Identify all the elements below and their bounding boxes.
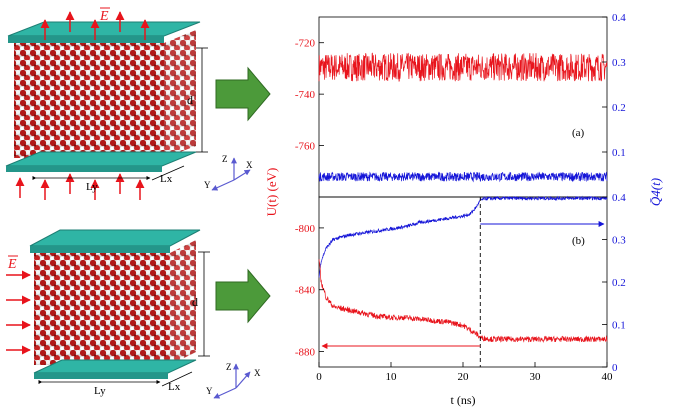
panel-b-ticks: -800 -840 -880 0.4 0.3 0.2 0.1 0 0 10 20 30 40 (295, 192, 626, 383)
right-axis-label: Q̄4(t) (648, 178, 663, 206)
panel-a-energy-line (318, 52, 608, 82)
panel-b-label: (b) (572, 235, 585, 247)
left-tick-label: -840 (295, 285, 316, 297)
panel-b-order-line (318, 195, 608, 278)
bottom-axis-y-label: Y (206, 386, 213, 396)
x-tick-label: 10 (386, 371, 398, 383)
bottom-axis-z-label: Z (226, 362, 232, 372)
top-water-block (14, 43, 164, 158)
bottom-water-side (170, 240, 196, 365)
panel-b-series (318, 195, 608, 343)
top-lx-dimension (151, 165, 185, 181)
right-tick-label: 0.1 (612, 147, 626, 159)
x-tick-label: 40 (602, 371, 614, 383)
bottom-slab-upper (29, 229, 201, 247)
right-tick-label: 0.4 (612, 192, 626, 204)
top-field-label: E (99, 9, 109, 24)
left-tick-label: -800 (295, 223, 316, 235)
top-axes-triad (211, 157, 251, 191)
right-tick-label: 0.2 (612, 277, 626, 289)
chart-panel-b: -800 -840 -880 0.4 0.3 0.2 0.1 0 0 10 20 30 40 (b) (295, 192, 626, 383)
bottom-field-arrows-right (6, 270, 31, 355)
left-tick-label: -880 (295, 347, 316, 359)
top-lx-label: Lx (160, 173, 173, 185)
panel-b-energy-line (318, 259, 608, 343)
bottom-ly-label: Ly (94, 385, 106, 397)
top-axis-x-label: X (246, 160, 253, 170)
panel-a-order-line (318, 171, 608, 183)
bottom-lx-label: Lx (168, 381, 181, 393)
right-tick-label: 0.4 (612, 12, 626, 24)
panel-a-ticks: -720 -740 -760 0.4 0.3 0.2 0.1 (295, 12, 626, 159)
right-tick-label: 0 (612, 362, 618, 374)
right-tick-label: 0.3 (612, 57, 626, 69)
bottom-slab-lower (33, 359, 197, 374)
top-d-label: d (187, 93, 193, 107)
top-ly-label: Ly (86, 181, 98, 193)
left-tick-label: -720 (295, 38, 316, 50)
top-slab-upper-front (8, 36, 164, 43)
left-tick-label: -760 (295, 141, 316, 153)
right-tick-label: 0.3 (612, 235, 626, 247)
top-slab-upper (7, 21, 201, 37)
top-simulation-box: E d Ly Lx (5, 7, 208, 200)
bottom-axis-x-label: X (254, 368, 261, 378)
x-tick-label: 20 (458, 371, 470, 383)
x-axis-label: t (ns) (451, 393, 476, 407)
bottom-lx-dimension (161, 371, 193, 387)
top-field-arrows-up (15, 11, 150, 200)
panel-b-frame (318, 196, 608, 368)
left-axis-label: U(t) (eV) (264, 168, 279, 217)
bottom-process-arrow (215, 268, 271, 324)
top-axis-y-label: Y (204, 180, 211, 190)
bottom-d-label: d (192, 295, 198, 309)
top-water-side (164, 30, 196, 158)
top-process-arrow (215, 66, 271, 122)
bottom-slab-lower-front (34, 373, 168, 379)
right-tick-label: 0.1 (612, 320, 626, 332)
x-tick-label: 0 (316, 371, 322, 383)
panel-a-label: (a) (572, 127, 585, 139)
top-slab-lower-front (6, 166, 162, 172)
x-tick-label: 30 (530, 371, 542, 383)
top-axis-z-label: Z (222, 154, 228, 164)
left-tick-label: -740 (295, 89, 316, 101)
bottom-simulation-box: E d Ly Lx (6, 229, 210, 397)
panel-a-series (318, 52, 608, 183)
panel-a-frame (318, 16, 608, 198)
bottom-axes-triad (213, 363, 251, 399)
chart-panel-a: -720 -740 -760 0.4 0.3 0.2 0.1 (a) (295, 12, 626, 198)
right-tick-label: 0.2 (612, 102, 626, 114)
bottom-field-label: E (7, 257, 17, 272)
bottom-water-block (34, 253, 170, 365)
bottom-slab-upper-front (30, 246, 170, 253)
top-slab-lower (5, 151, 197, 167)
